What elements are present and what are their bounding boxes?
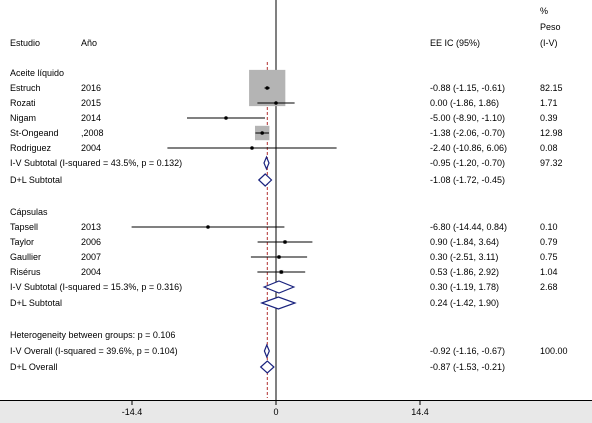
x-tick-label: 14.4: [411, 407, 429, 417]
iv-subtotal-diamond: [263, 155, 270, 171]
dl-overall-ci: -0.87 (-1.53, -0.21): [430, 362, 506, 372]
point-estimate: [250, 146, 254, 150]
header-year: Año: [81, 38, 98, 48]
study-name: Rozati: [10, 98, 36, 108]
point-estimate: [260, 131, 265, 135]
study-weight: 0.10: [540, 222, 558, 232]
dl-subtotal-diamond: [257, 173, 273, 187]
study-weight: 0.08: [540, 143, 558, 153]
point-estimate: [279, 270, 284, 274]
header-ci: EE IC (95%): [430, 38, 481, 48]
dl-overall-label: D+L Overall: [10, 362, 58, 372]
axis-band: [0, 400, 592, 423]
study-year: 2006: [81, 237, 102, 247]
point-estimate: [277, 255, 281, 259]
iv-subtotal-weight: 2.68: [540, 282, 558, 292]
study-name: Taylor: [10, 237, 35, 247]
study-weight: 82.15: [540, 83, 563, 93]
header-weight-pct: %: [540, 6, 549, 16]
x-tick-label: -14.4: [121, 407, 143, 417]
group-title: Cápsulas: [10, 207, 48, 217]
study-name: Estruch: [10, 83, 41, 93]
study-weight: 12.98: [540, 128, 563, 138]
point-estimate: [206, 225, 210, 229]
point-estimate: [274, 101, 278, 105]
iv-subtotal-ci: -0.95 (-1.20, -0.70): [430, 158, 506, 168]
plot-panel: [0, 0, 592, 400]
dl-subtotal-label: D+L Subtotal: [10, 298, 62, 308]
iv-subtotal-label: I-V Subtotal (I-squared = 15.3%, p = 0.3…: [10, 282, 183, 292]
study-ci: -6.80 (-14.44, 0.84): [430, 222, 508, 232]
dl-overall-diamond: [259, 360, 275, 374]
study-year: 2007: [81, 252, 102, 262]
study-year: 2004: [81, 267, 102, 277]
iv-overall-ci: -0.92 (-1.16, -0.67): [430, 346, 506, 356]
dl-subtotal-diamond: [260, 296, 297, 310]
study-ci: 0.90 (-1.84, 3.64): [430, 237, 500, 247]
study-year: 2016: [81, 83, 102, 93]
study-name: Gaullier: [10, 252, 42, 262]
study-weight: 1.04: [540, 267, 558, 277]
study-name: Risérus: [10, 267, 41, 277]
study-ci: -0.88 (-1.15, -0.61): [430, 83, 506, 93]
x-tick-label: 0: [273, 407, 279, 417]
dl-subtotal-ci: 0.24 (-1.42, 1.90): [430, 298, 500, 308]
group-title: Aceite líquido: [10, 68, 65, 78]
iv-subtotal-weight: 97.32: [540, 158, 563, 168]
study-name: St-Ongeand: [10, 128, 59, 138]
study-weight: 0.75: [540, 252, 558, 262]
study-name: Nigam: [10, 113, 37, 123]
study-year: ,2008: [81, 128, 104, 138]
study-year: 2013: [81, 222, 102, 232]
study-ci: 0.30 (-2.51, 3.11): [430, 252, 499, 262]
point-estimate: [265, 86, 270, 90]
study-ci: -1.38 (-2.06, -0.70): [430, 128, 506, 138]
study-ci: -5.00 (-8.90, -1.10): [430, 113, 506, 123]
study-ci: 0.53 (-1.86, 2.92): [430, 267, 500, 277]
study-name: Rodriguez: [10, 143, 52, 153]
iv-overall-label: I-V Overall (I-squared = 39.6%, p = 0.10…: [10, 346, 178, 356]
point-estimate: [224, 116, 228, 120]
iv-subtotal-diamond: [262, 280, 296, 294]
iv-subtotal-label: I-V Subtotal (I-squared = 43.5%, p = 0.1…: [10, 158, 183, 168]
iv-subtotal-ci: 0.30 (-1.19, 1.78): [430, 282, 500, 292]
study-weight: 1.71: [540, 98, 558, 108]
dl-subtotal-ci: -1.08 (-1.72, -0.45): [430, 175, 506, 185]
header-weight: Peso: [540, 22, 561, 32]
study-name: Tapsell: [10, 222, 39, 232]
dl-subtotal-label: D+L Subtotal: [10, 175, 62, 185]
point-estimate: [283, 240, 287, 244]
study-weight: 0.39: [540, 113, 558, 123]
heterogeneity-text: Heterogeneity between groups: p = 0.106: [10, 330, 176, 340]
iv-overall-diamond: [263, 343, 270, 359]
study-year: 2015: [81, 98, 102, 108]
header-weight-type: (I-V): [540, 38, 558, 48]
iv-overall-weight: 100.00: [540, 346, 568, 356]
study-weight: 0.79: [540, 237, 558, 247]
study-year: 2004: [81, 143, 102, 153]
header-study: Estudio: [10, 38, 41, 48]
study-ci: -2.40 (-10.86, 6.06): [430, 143, 508, 153]
study-year: 2014: [81, 113, 102, 123]
study-ci: 0.00 (-1.86, 1.86): [430, 98, 500, 108]
